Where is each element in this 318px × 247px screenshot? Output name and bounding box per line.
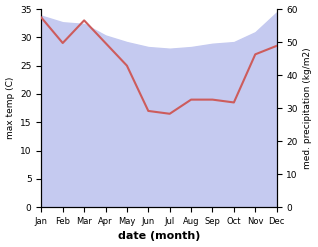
Y-axis label: max temp (C): max temp (C) bbox=[5, 77, 15, 139]
X-axis label: date (month): date (month) bbox=[118, 231, 200, 242]
Y-axis label: med. precipitation (kg/m2): med. precipitation (kg/m2) bbox=[303, 47, 313, 169]
